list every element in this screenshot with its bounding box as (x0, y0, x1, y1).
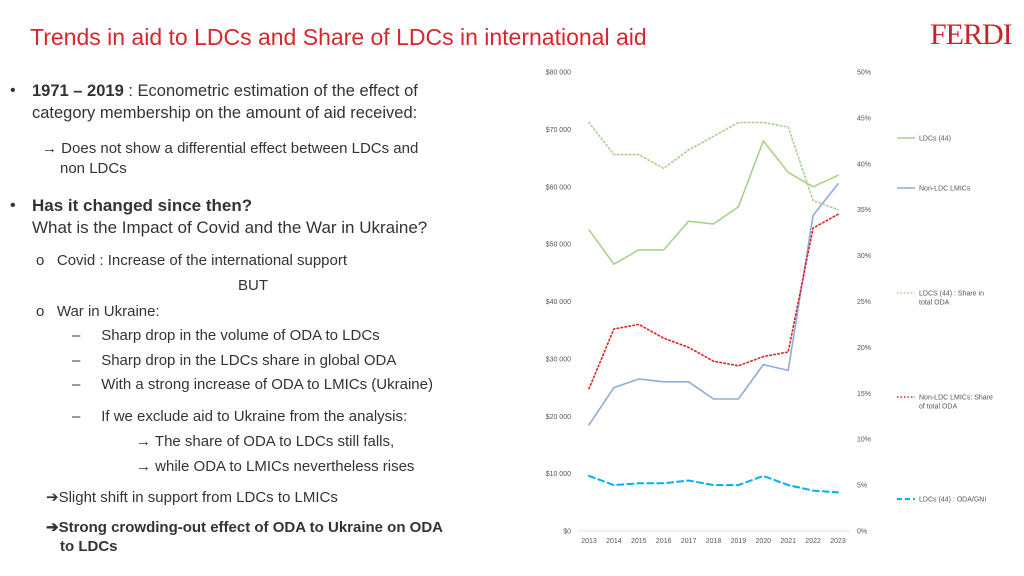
bullet-2: Has it changed since then? What is the I… (32, 195, 427, 239)
arrow-point-2-text: The share of ODA to LDCs still falls, (154, 433, 395, 450)
war-text: War in Ukraine: (56, 303, 160, 320)
dash-item-3: – With a strong increase of ODA to LMICs… (72, 376, 433, 393)
covid-text: Covid : Increase of the international su… (56, 252, 348, 269)
dash-item-1: – Sharp drop in the volume of ODA to LDC… (72, 327, 380, 344)
right-axis-tick-label: 15% (857, 391, 871, 398)
dash-item-3-text: With a strong increase of ODA to LMICs (… (101, 376, 433, 393)
right-axis-tick-label: 30% (857, 253, 871, 260)
left-axis-tick-label: $50 000 (546, 242, 571, 249)
x-axis-tick-label: 2019 (731, 538, 747, 545)
left-axis-tick-label: $70 000 (546, 127, 571, 134)
x-axis-tick-label: 2021 (780, 538, 796, 545)
right-axis-tick-label: 20% (857, 345, 871, 352)
legend-label-line: of total ODA (919, 404, 957, 411)
ferdi-logo: FERDI (930, 18, 1013, 51)
arrow-point-3: → while ODA to LMICs nevertheless rises (136, 456, 414, 478)
arrow-point-1-line2: non LDCs (60, 160, 127, 177)
series-line-2 (588, 121, 839, 211)
bullet-2-line2: What is the Impact of Covid and the War … (32, 218, 428, 237)
bullet-1-line2: category membership on the amount of aid… (32, 104, 418, 122)
sub-covid: o Covid : Increase of the international … (36, 250, 347, 272)
bullet-marker: • (10, 197, 16, 214)
arrow-icon: → (136, 458, 151, 475)
series-line-1 (588, 183, 839, 426)
dash-item-1-text: Sharp drop in the volume of ODA to LDCs (101, 327, 380, 344)
bullet-1-period: 1971 – 2019 (32, 82, 124, 100)
series-line-3 (588, 213, 839, 390)
conclusion-2-line2: to LDCs (60, 538, 118, 555)
bullet-1: 1971 – 2019 : Econometric estimation of … (32, 80, 418, 124)
legend-label: Non-LDC LMICs: Share of total ODA (919, 395, 993, 411)
series-line-4 (588, 474, 839, 494)
legend-label-line: LDCs (44) (919, 136, 951, 143)
page-title: Trends in aid to LDCs and Share of LDCs … (30, 24, 647, 50)
legend-label-line: LDCs (44) : ODA/GNI (919, 497, 986, 504)
right-axis-tick-label: 35% (857, 207, 871, 214)
x-axis-tick-label: 2016 (656, 538, 672, 545)
sub-war: o War in Ukraine: (36, 301, 160, 323)
legend-label-line: Non-LDC LMICs (919, 186, 971, 193)
x-axis-tick-label: 2017 (681, 538, 697, 545)
arrow-point-1: → Does not show a differential effect be… (42, 139, 418, 179)
dash-item-2-text: Sharp drop in the LDCs share in global O… (101, 352, 397, 369)
legend-label: LDCs (44) : ODA/GNI (919, 497, 986, 504)
right-axis-tick-label: 25% (857, 299, 871, 306)
conclusion-1: ➔Slight shift in support from LDCs to LM… (46, 487, 338, 509)
arrow-point-3-text: while ODA to LMICs nevertheless rises (155, 458, 415, 475)
x-axis-tick-label: 2023 (830, 538, 846, 545)
conclusion-2-text: Strong crowding-out effect of ODA to Ukr… (58, 519, 444, 536)
legend-label-line: Non-LDC LMICs: Share (919, 395, 993, 402)
x-axis-tick-label: 2014 (606, 538, 622, 545)
arrow-point-2: → The share of ODA to LDCs still falls, (136, 431, 394, 453)
conclusion-2: ➔Strong crowding-out effect of ODA to Uk… (46, 518, 443, 556)
dash-item-4-text: If we exclude aid to Ukraine from the an… (101, 408, 408, 425)
arrow-icon: → (136, 433, 151, 450)
left-axis-tick-label: $10 000 (546, 471, 571, 478)
dash-item-2: – Sharp drop in the LDCs share in global… (72, 352, 397, 369)
right-axis-tick-label: 40% (857, 161, 871, 168)
right-axis-tick-label: 50% (857, 70, 871, 77)
x-axis-tick-label: 2013 (581, 538, 597, 545)
legend-label-line: total ODA (919, 300, 950, 307)
bold-arrow-icon: ➔ (46, 489, 59, 506)
left-axis-tick-label: $20 000 (546, 414, 571, 421)
left-axis-tick-label: $80 000 (546, 70, 571, 77)
conclusion-1-text: Slight shift in support from LDCs to LMI… (58, 489, 338, 506)
right-axis-tick-label: 5% (857, 483, 867, 490)
right-axis-tick-label: 0% (857, 529, 867, 536)
dash-item-4: – If we exclude aid to Ukraine from the … (72, 408, 408, 425)
legend-label: LDCs (44) (919, 136, 951, 143)
x-axis-tick-label: 2022 (805, 538, 821, 545)
legend-label-line: LDCS (44) : Share in (919, 291, 984, 298)
legend-label: Non-LDC LMICs (919, 186, 971, 193)
but-text: BUT (238, 277, 268, 294)
left-axis-tick-label: $30 000 (546, 356, 571, 363)
legend-label: LDCS (44) : Share in total ODA (919, 291, 984, 307)
arrow-point-1-text: Does not show a differential effect betw… (61, 140, 419, 157)
x-axis-tick-label: 2020 (756, 538, 772, 545)
left-axis-tick-label: $40 000 (546, 299, 571, 306)
circle-bullet-icon: o (36, 252, 45, 269)
bullet-marker: • (10, 82, 16, 99)
right-axis-tick-label: 10% (857, 437, 871, 444)
circle-bullet-icon: o (36, 303, 45, 320)
x-axis-tick-label: 2018 (706, 538, 722, 545)
left-axis-tick-label: $0 (563, 529, 571, 536)
bullet-2-question: Has it changed since then? (32, 196, 253, 215)
series-line-0 (588, 140, 839, 266)
left-axis-tick-label: $60 000 (546, 184, 571, 191)
arrow-icon: → (42, 140, 57, 157)
bullet-1-text: : Econometric estimation of the effect o… (123, 82, 418, 100)
right-axis-tick-label: 45% (857, 115, 871, 122)
bold-arrow-icon: ➔ (46, 519, 59, 536)
x-axis-tick-label: 2015 (631, 538, 647, 545)
